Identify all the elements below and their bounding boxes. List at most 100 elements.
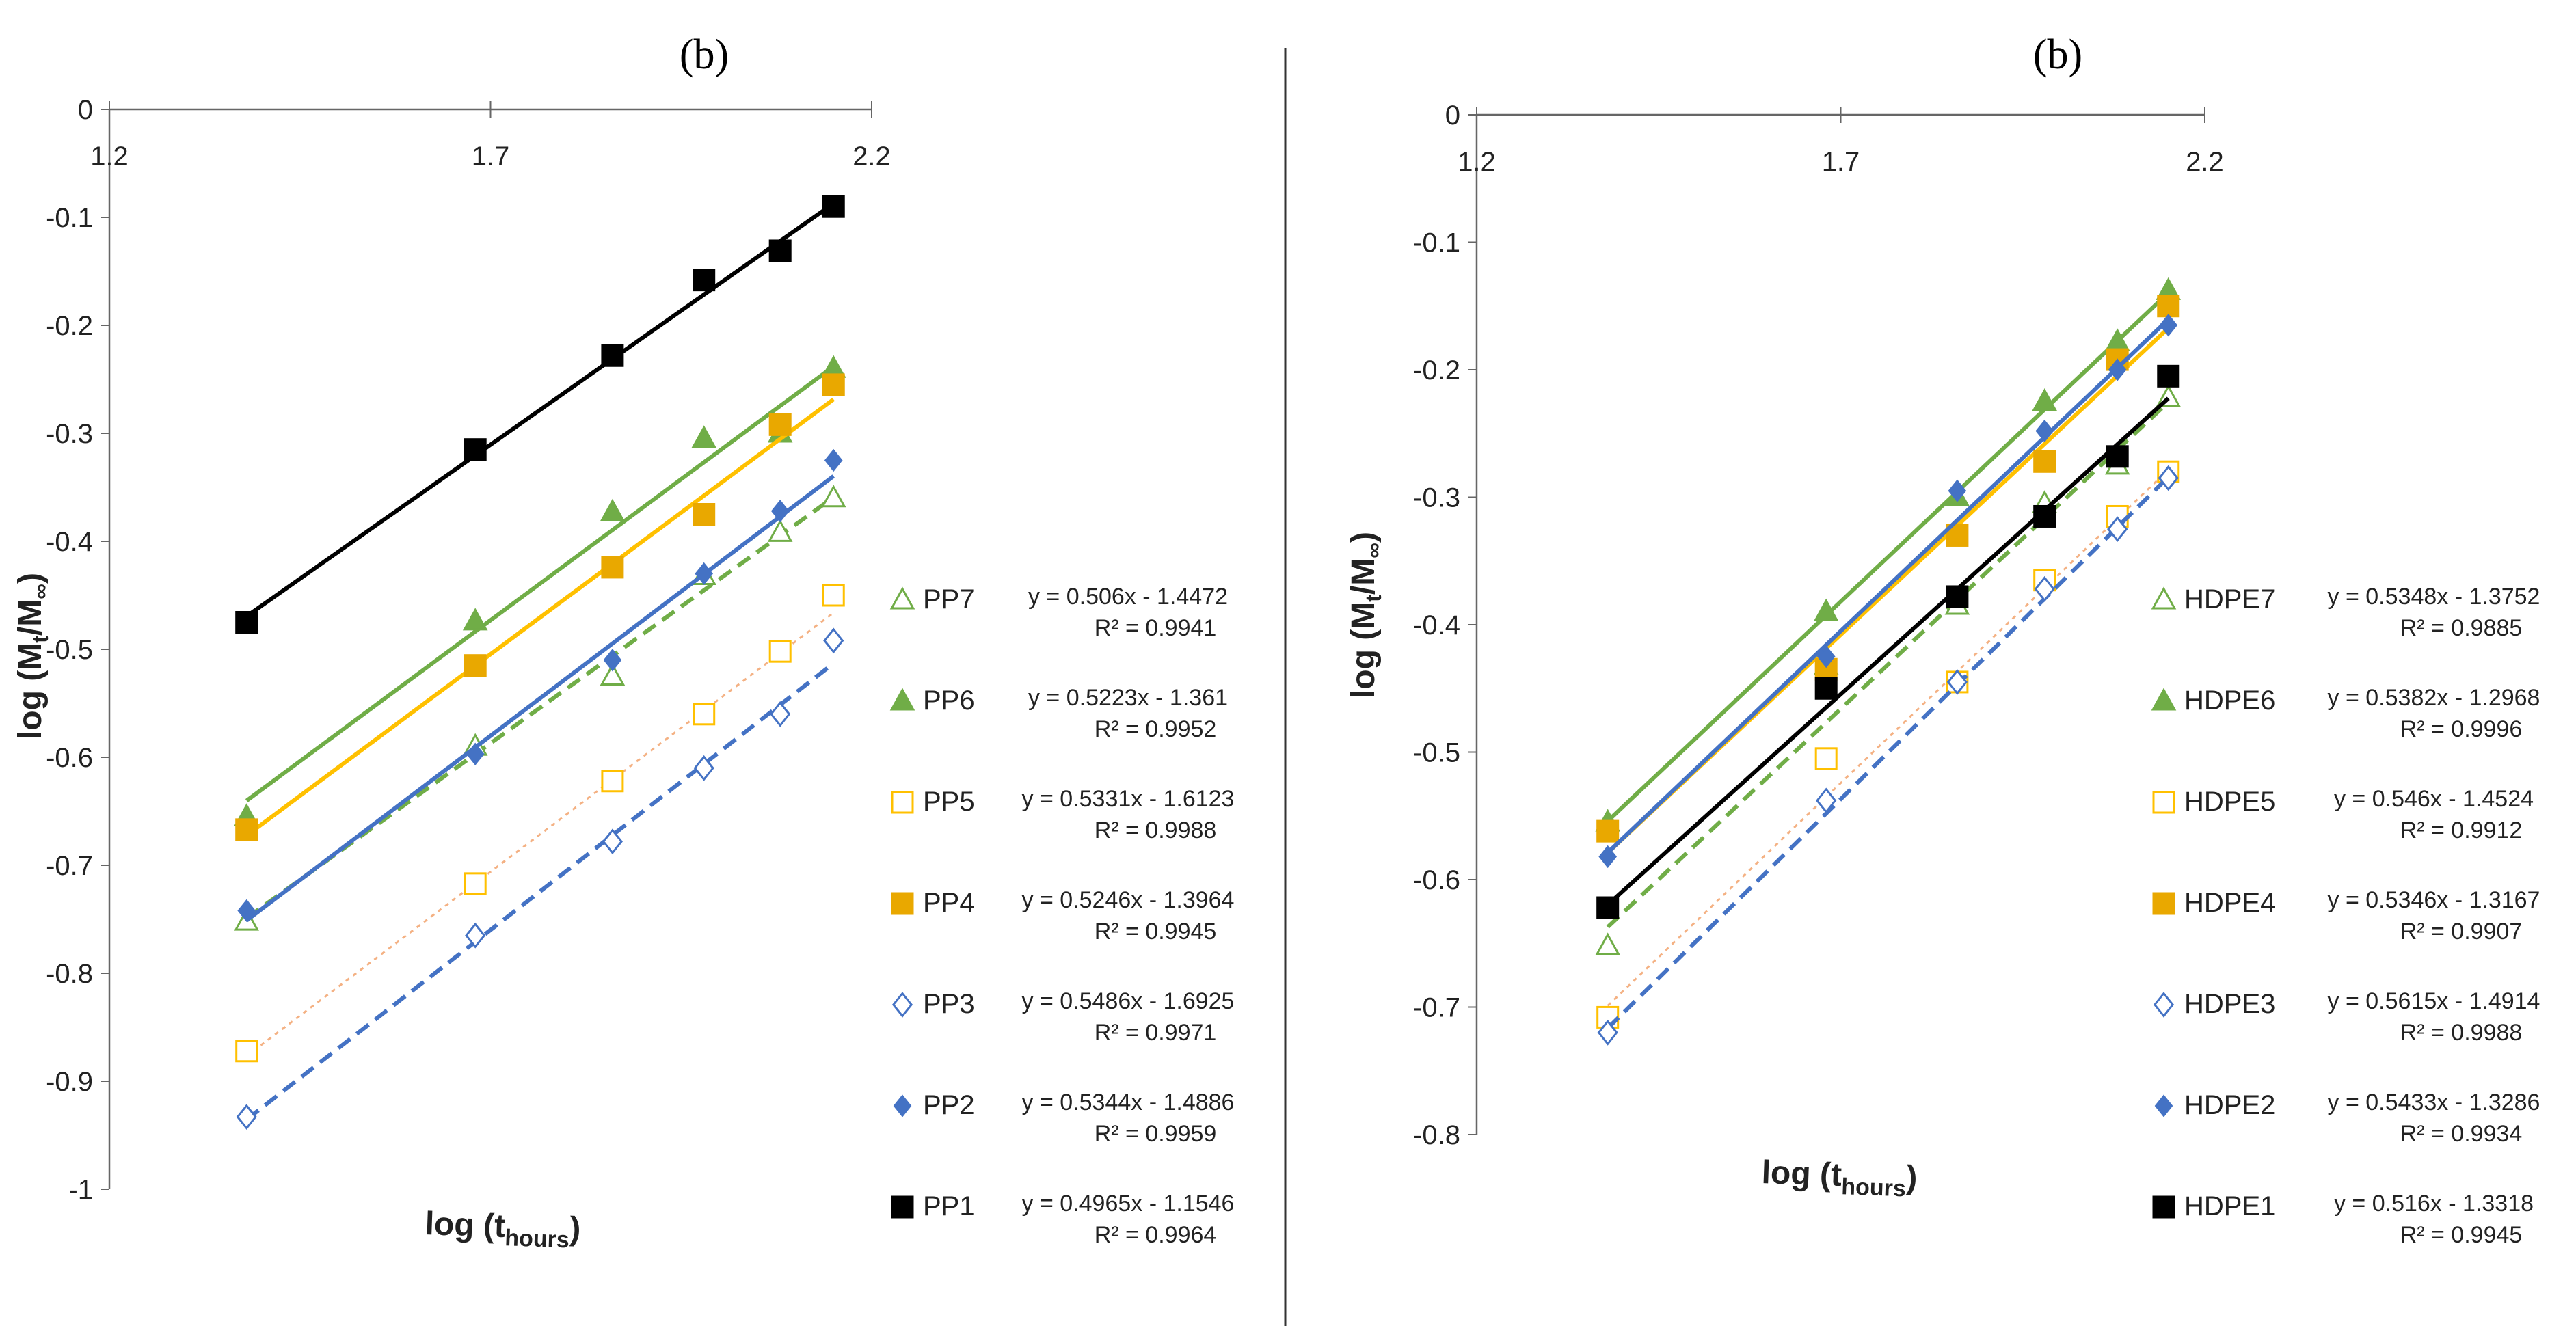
data-point-PP2 <box>466 742 485 765</box>
data-point-PP4 <box>693 503 716 526</box>
trendline-equation-PP7: y = 0.506x - 1.4472 <box>1028 584 1228 610</box>
trendline-PP3 <box>245 662 835 1122</box>
y-tick-label: -0.6 <box>46 743 93 773</box>
y-tick-label: -0.3 <box>46 419 93 449</box>
legend-marker-PP1 <box>891 1195 914 1219</box>
data-point-PP4 <box>768 413 792 436</box>
legend-marker-HDPE6 <box>2151 688 2177 711</box>
series-PP6 <box>234 355 846 826</box>
data-point-HDPE4 <box>2157 295 2180 318</box>
series-PP4 <box>235 373 845 841</box>
data-point-PP2 <box>770 500 790 523</box>
data-point-HDPE3 <box>2034 575 2055 602</box>
data-point-HDPE2 <box>1598 845 1618 869</box>
x-axis-title: log (thours) <box>425 1206 582 1253</box>
y-tick-label: 0 <box>1445 100 1460 131</box>
trendline-r2-PP6: R² = 0.9952 <box>1095 716 1217 742</box>
series-HDPE3 <box>1597 465 2179 1046</box>
data-point-PP7 <box>820 485 846 508</box>
trendline-PP4 <box>245 397 835 837</box>
data-point-PP4 <box>822 373 845 396</box>
legend-marker-HDPE3 <box>2153 992 2175 1018</box>
legend-label-HDPE1: HDPE1 <box>2184 1191 2275 1221</box>
trendline-equation-HDPE5: y = 0.546x - 1.4524 <box>2334 786 2534 812</box>
trendline-equation-HDPE4: y = 0.5346x - 1.3167 <box>2328 887 2540 913</box>
data-point-PP7 <box>767 519 793 542</box>
trendline-equation-PP2: y = 0.5344x - 1.4886 <box>1022 1089 1235 1115</box>
data-point-HDPE1 <box>1814 677 1838 700</box>
trendline-r2-HDPE7: R² = 0.9885 <box>2400 615 2523 641</box>
y-tick-label: -0.2 <box>46 311 93 341</box>
trendline-r2-HDPE4: R² = 0.9907 <box>2400 919 2523 945</box>
trendline-PP2 <box>245 474 835 923</box>
x-tick-label: 2.2 <box>2186 147 2224 177</box>
trendline-equation-PP6: y = 0.5223x - 1.361 <box>1028 685 1228 711</box>
data-point-PP1 <box>822 195 845 218</box>
y-tick-label: -0.6 <box>1413 865 1460 895</box>
legend-label-PP4: PP4 <box>923 888 975 918</box>
trendline-r2-PP3: R² = 0.9971 <box>1095 1020 1217 1046</box>
legend-marker-HDPE5 <box>2152 791 2175 814</box>
trendline-r2-PP4: R² = 0.9945 <box>1095 919 1217 945</box>
legend-label-HDPE7: HDPE7 <box>2184 584 2275 614</box>
trendline-equation-HDPE7: y = 0.5348x - 1.3752 <box>2328 584 2540 610</box>
legend-marker-PP7 <box>889 586 915 610</box>
trendline-HDPE3 <box>1606 475 2170 1030</box>
series-PP1 <box>235 195 845 634</box>
y-tick-label: -0.2 <box>1413 355 1460 385</box>
trendline-equation-HDPE1: y = 0.516x - 1.3318 <box>2334 1191 2534 1217</box>
x-tick-label: 1.7 <box>472 141 510 172</box>
legend-marker-HDPE1 <box>2152 1195 2175 1219</box>
legend-label-PP3: PP3 <box>923 989 975 1019</box>
trendline-HDPE1 <box>1606 396 2170 907</box>
trendline-HDPE2 <box>1606 318 2170 854</box>
legend-marker-HDPE4 <box>2152 892 2175 915</box>
legend-label-PP6: PP6 <box>923 686 975 716</box>
trendline-r2-HDPE5: R² = 0.9912 <box>2400 817 2523 843</box>
data-point-PP3 <box>465 922 486 949</box>
data-point-HDPE2 <box>2108 358 2127 381</box>
x-axis-title: log (thours) <box>1761 1154 1918 1202</box>
data-point-HDPE2 <box>2035 419 2054 443</box>
trendline-r2-HDPE6: R² = 0.9996 <box>2400 716 2523 742</box>
data-point-HDPE3 <box>1597 1019 1618 1046</box>
series-HDPE7 <box>1595 384 2182 955</box>
trendline-r2-PP2: R² = 0.9959 <box>1095 1121 1217 1147</box>
data-point-PP1 <box>601 344 624 367</box>
data-point-PP4 <box>601 556 624 579</box>
data-point-HDPE2 <box>1948 479 1967 502</box>
chart-panel-b: (b) 0 -0.1 -0.2 -0.3 -0.4 -0.5 -0.6 -0.7 -0.8 1.2 1… <box>1345 31 2540 1248</box>
y-tick-label: -0.7 <box>1413 993 1460 1023</box>
data-point-HDPE6 <box>2032 388 2057 411</box>
legend-marker-PP3 <box>891 992 913 1018</box>
trendline-r2-PP7: R² = 0.9941 <box>1095 615 1217 641</box>
trendline-HDPE6 <box>1606 291 2170 823</box>
data-point-PP2 <box>695 562 714 586</box>
data-point-HDPE3 <box>2158 465 2179 491</box>
y-tick-label: -0.8 <box>1413 1120 1460 1150</box>
data-point-HDPE1 <box>2106 445 2129 468</box>
data-point-HDPE2 <box>1816 645 1836 668</box>
y-tick-label: -0.4 <box>1413 610 1460 640</box>
y-tick-label: -0.1 <box>46 203 93 233</box>
data-point-HDPE1 <box>1946 585 1969 608</box>
y-tick-label: -0.8 <box>46 959 93 989</box>
legend-label-HDPE6: HDPE6 <box>2184 686 2275 716</box>
legend-label-PP2: PP2 <box>923 1090 975 1120</box>
data-point-HDPE4 <box>2033 450 2056 473</box>
data-point-PP3 <box>693 755 714 781</box>
data-point-PP2 <box>237 899 256 923</box>
data-point-PP4 <box>235 818 258 841</box>
trendline-equation-HDPE6: y = 0.5382x - 1.2968 <box>2328 685 2540 711</box>
data-point-PP6 <box>600 498 626 521</box>
data-point-HDPE3 <box>2107 516 2128 543</box>
data-point-HDPE2 <box>2159 314 2178 337</box>
trendline-r2-PP5: R² = 0.9988 <box>1095 817 1217 843</box>
data-point-HDPE7 <box>1595 932 1620 955</box>
trendline-equation-PP3: y = 0.5486x - 1.6925 <box>1022 988 1235 1014</box>
y-tick-label: -0.1 <box>1413 228 1460 258</box>
data-point-PP1 <box>693 269 716 292</box>
trendline-PP6 <box>245 364 835 802</box>
y-axis-title: log (Mt/M∞) <box>12 573 53 740</box>
